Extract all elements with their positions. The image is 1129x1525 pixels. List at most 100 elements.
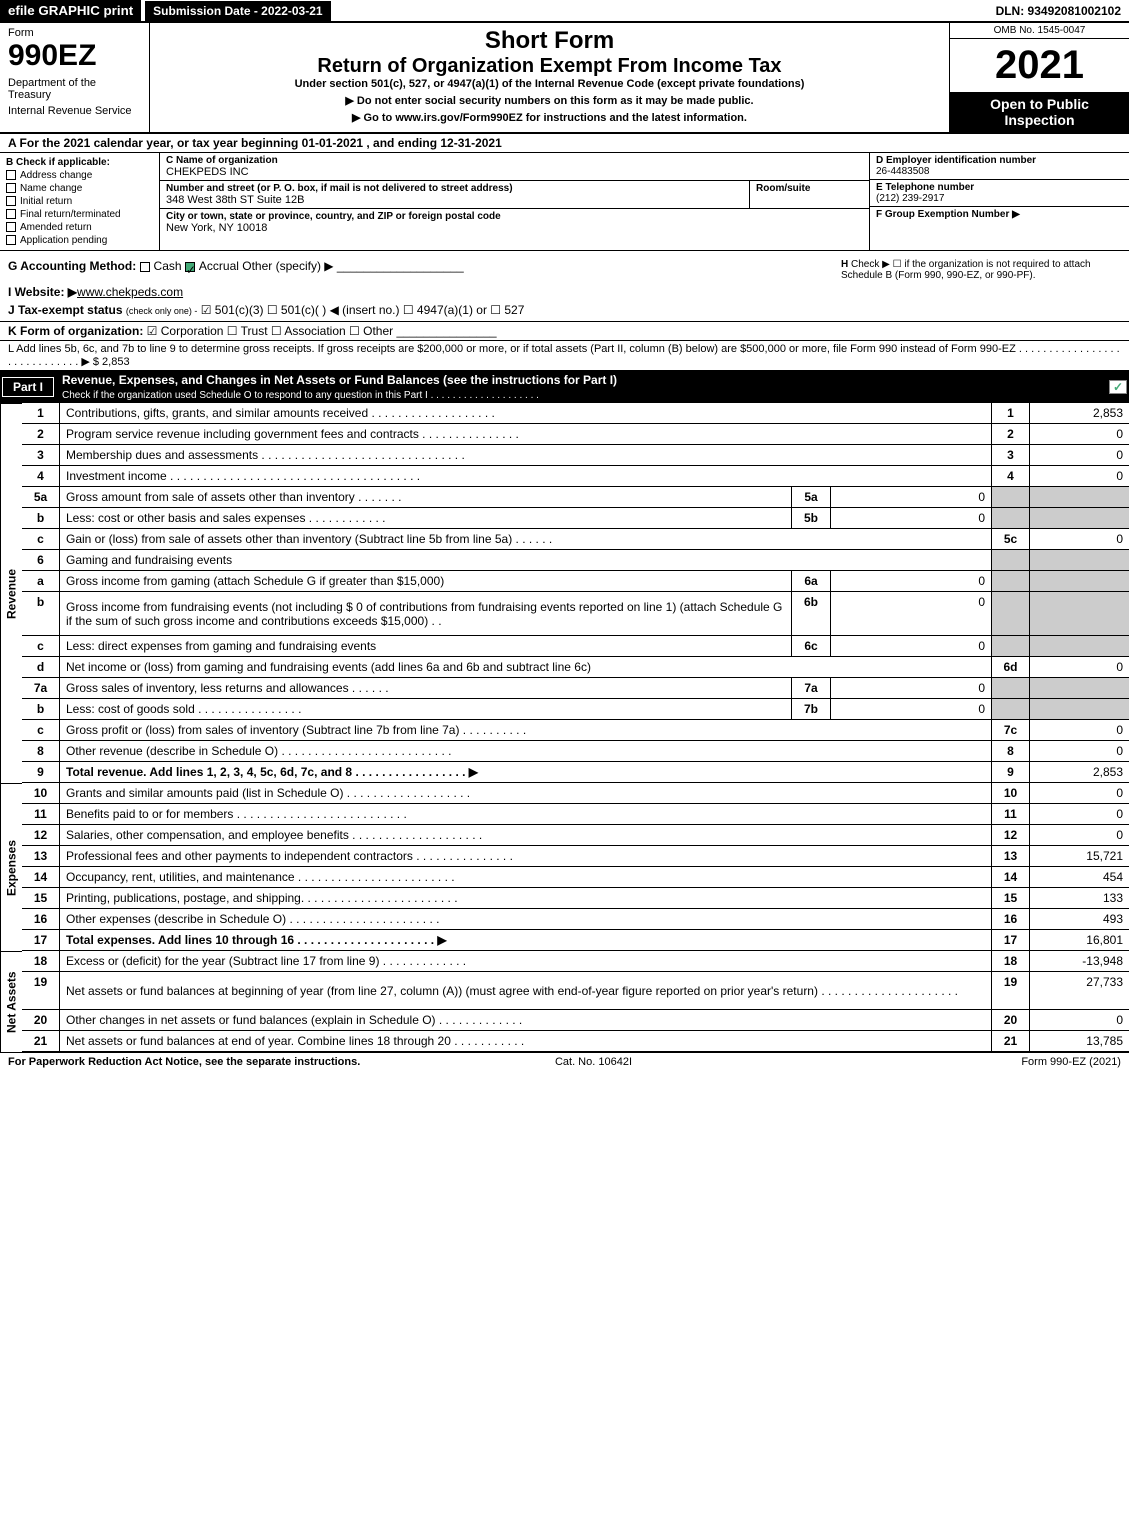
line-6b: b Gross income from fundraising events (… <box>22 592 1129 636</box>
expenses-label: Expenses <box>0 783 22 951</box>
revenue-section: Revenue 1 Contributions, gifts, grants, … <box>0 403 1129 783</box>
line-16-amount: 493 <box>1029 909 1129 929</box>
check-cash[interactable] <box>140 262 150 272</box>
part1-subtitle: Check if the organization used Schedule … <box>62 390 539 401</box>
part1-header: Part I Revenue, Expenses, and Changes in… <box>0 371 1129 403</box>
section-f: F Group Exemption Number ▶ <box>870 207 1129 222</box>
line-2-amount: 0 <box>1029 424 1129 444</box>
street-row: Number and street (or P. O. box, if mail… <box>160 181 869 209</box>
part1-title: Revenue, Expenses, and Changes in Net As… <box>62 373 617 387</box>
line-15: 15 Printing, publications, postage, and … <box>22 888 1129 909</box>
line-5a: 5a Gross amount from sale of assets othe… <box>22 487 1129 508</box>
net-assets-section: Net Assets 18 Excess or (deficit) for th… <box>0 951 1129 1052</box>
website-link[interactable]: www.chekpeds.com <box>77 285 183 299</box>
line-17-amount: 16,801 <box>1029 930 1129 950</box>
line-6c-value: 0 <box>831 636 991 656</box>
irs-link[interactable]: ▶ Go to www.irs.gov/Form990EZ for instru… <box>352 112 747 124</box>
line-6b-value: 0 <box>831 592 991 635</box>
line-9: 9 Total revenue. Add lines 1, 2, 3, 4, 5… <box>22 762 1129 783</box>
line-7a-value: 0 <box>831 678 991 698</box>
line-5c: c Gain or (loss) from sale of assets oth… <box>22 529 1129 550</box>
section-c: C Name of organization CHEKPEDS INC Numb… <box>160 153 869 250</box>
line-6d-amount: 0 <box>1029 657 1129 677</box>
line-3-amount: 0 <box>1029 445 1129 465</box>
line-1-amount: 2,853 <box>1029 403 1129 423</box>
check-address-change[interactable]: Address change <box>6 170 153 181</box>
section-b: B Check if applicable: Address change Na… <box>0 153 160 250</box>
check-initial-return[interactable]: Initial return <box>6 196 153 207</box>
org-name-label: C Name of organization <box>166 155 863 166</box>
part1-schedule-o-check[interactable]: ✓ <box>1109 380 1127 394</box>
line-14: 14 Occupancy, rent, utilities, and maint… <box>22 867 1129 888</box>
check-final-return[interactable]: Final return/terminated <box>6 209 153 220</box>
check-application-pending[interactable]: Application pending <box>6 235 153 246</box>
line-11: 11 Benefits paid to or for members . . .… <box>22 804 1129 825</box>
section-e: E Telephone number (212) 239-2917 <box>870 180 1129 207</box>
section-k: K Form of organization: ☑ Corporation ☐ … <box>0 322 1129 341</box>
street-label: Number and street (or P. O. box, if mail… <box>166 183 743 194</box>
dln-number: DLN: 93492081002102 <box>996 4 1129 18</box>
part1-label: Part I <box>2 377 54 397</box>
dept-irs: Internal Revenue Service <box>8 105 141 117</box>
goto-link[interactable]: ▶ Go to www.irs.gov/Form990EZ for instru… <box>154 111 945 124</box>
line-8: 8 Other revenue (describe in Schedule O)… <box>22 741 1129 762</box>
net-assets-label: Net Assets <box>0 951 22 1052</box>
line-7a: 7a Gross sales of inventory, less return… <box>22 678 1129 699</box>
line-5a-value: 0 <box>831 487 991 507</box>
line-21: 21 Net assets or fund balances at end of… <box>22 1031 1129 1052</box>
check-amended-return[interactable]: Amended return <box>6 222 153 233</box>
efile-print-button[interactable]: efile GRAPHIC print <box>0 0 141 21</box>
line-7b: b Less: cost of goods sold . . . . . . .… <box>22 699 1129 720</box>
line-4-amount: 0 <box>1029 466 1129 486</box>
line-1: 1 Contributions, gifts, grants, and simi… <box>22 403 1129 424</box>
line-5c-amount: 0 <box>1029 529 1129 549</box>
line-20-amount: 0 <box>1029 1010 1129 1030</box>
street-value: 348 West 38th ST Suite 12B <box>166 194 743 206</box>
line-19-amount: 27,733 <box>1029 972 1129 1009</box>
catalog-number: Cat. No. 10642I <box>555 1056 632 1068</box>
city-value: New York, NY 10018 <box>166 222 863 234</box>
section-h: H Check ▶ ☐ if the organization is not r… <box>841 259 1121 281</box>
submission-date: Submission Date - 2022-03-21 <box>145 1 330 21</box>
line-10-amount: 0 <box>1029 783 1129 803</box>
section-def: D Employer identification number 26-4483… <box>869 153 1129 250</box>
check-name-change[interactable]: Name change <box>6 183 153 194</box>
section-b-label: B Check if applicable: <box>6 157 153 168</box>
section-d: D Employer identification number 26-4483… <box>870 153 1129 180</box>
line-17: 17 Total expenses. Add lines 10 through … <box>22 930 1129 951</box>
line-10: 10 Grants and similar amounts paid (list… <box>22 783 1129 804</box>
section-j: J Tax-exempt status (check only one) - ☑… <box>8 303 1121 317</box>
line-7c: c Gross profit or (loss) from sales of i… <box>22 720 1129 741</box>
section-g: G Accounting Method: Cash ✓Accrual Other… <box>8 259 841 281</box>
expenses-section: Expenses 10 Grants and similar amounts p… <box>0 783 1129 951</box>
phone-value: (212) 239-2917 <box>876 193 1123 204</box>
dept-treasury: Department of the Treasury <box>8 77 141 101</box>
line-7b-value: 0 <box>831 699 991 719</box>
line-11-amount: 0 <box>1029 804 1129 824</box>
line-7c-amount: 0 <box>1029 720 1129 740</box>
line-14-amount: 454 <box>1029 867 1129 887</box>
line-4: 4 Investment income . . . . . . . . . . … <box>22 466 1129 487</box>
line-6: 6 Gaming and fundraising events <box>22 550 1129 571</box>
line-16: 16 Other expenses (describe in Schedule … <box>22 909 1129 930</box>
paperwork-notice: For Paperwork Reduction Act Notice, see … <box>8 1056 360 1068</box>
line-13-amount: 15,721 <box>1029 846 1129 866</box>
line-12-amount: 0 <box>1029 825 1129 845</box>
check-accrual[interactable]: ✓ <box>185 262 195 272</box>
form-label: Form <box>8 27 141 39</box>
org-name: CHEKPEDS INC <box>166 166 863 178</box>
line-5b-value: 0 <box>831 508 991 528</box>
page-footer: For Paperwork Reduction Act Notice, see … <box>0 1052 1129 1071</box>
omb-number: OMB No. 1545-0047 <box>950 23 1129 39</box>
line-12: 12 Salaries, other compensation, and emp… <box>22 825 1129 846</box>
line-18: 18 Excess or (deficit) for the year (Sub… <box>22 951 1129 972</box>
section-bcdef: B Check if applicable: Address change Na… <box>0 153 1129 251</box>
under-section: Under section 501(c), 527, or 4947(a)(1)… <box>154 78 945 90</box>
top-bar: efile GRAPHIC print Submission Date - 20… <box>0 0 1129 23</box>
revenue-label: Revenue <box>0 403 22 783</box>
city-label: City or town, state or province, country… <box>166 211 863 222</box>
section-l: L Add lines 5b, 6c, and 7b to line 9 to … <box>0 341 1129 371</box>
line-6d: d Net income or (loss) from gaming and f… <box>22 657 1129 678</box>
line-6a: a Gross income from gaming (attach Sched… <box>22 571 1129 592</box>
ssn-warning: ▶ Do not enter social security numbers o… <box>154 94 945 107</box>
